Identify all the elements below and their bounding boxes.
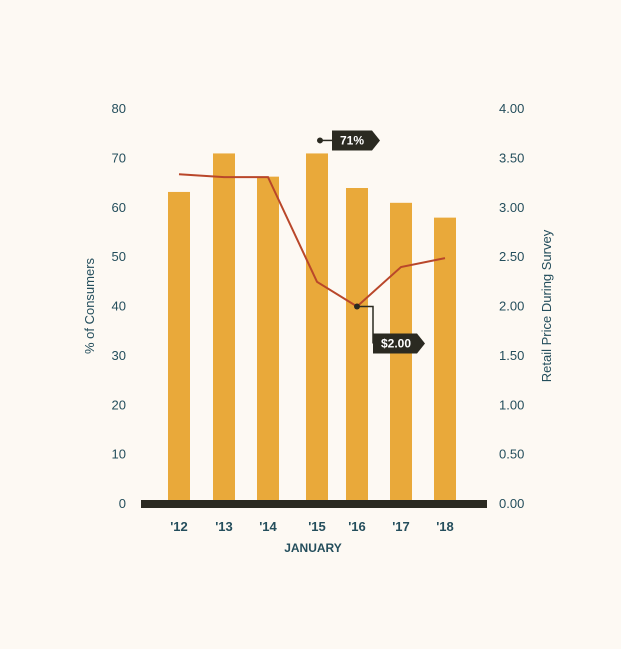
bar-series (168, 153, 456, 501)
right-tick-label: 0.50 (499, 447, 524, 462)
x-tick-label: '15 (308, 519, 326, 534)
right-tick-label: 0.00 (499, 496, 524, 511)
left-tick-label: 0 (119, 496, 126, 511)
right-tick-label: 2.50 (499, 249, 524, 264)
callout-label: $2.00 (381, 337, 411, 351)
left-tick-label: 60 (112, 200, 126, 215)
callouts: 71% $2.00 (317, 130, 425, 354)
right-tick-label: 4.00 (499, 101, 524, 116)
x-tick-label: '16 (348, 519, 366, 534)
right-axis-title: Retail Price During Survey (539, 229, 554, 382)
x-tick-label: '14 (259, 519, 277, 534)
left-tick-label: 30 (112, 348, 126, 363)
bar (213, 153, 235, 500)
x-tick-label: '18 (436, 519, 454, 534)
left-tick-label: 70 (112, 150, 126, 165)
right-axis-ticks: 0.00 0.50 1.00 1.50 2.00 2.50 3.00 3.50 4.00 (499, 101, 524, 511)
right-tick-label: 1.50 (499, 348, 524, 363)
right-tick-label: 3.50 (499, 150, 524, 165)
left-tick-label: 80 (112, 101, 126, 116)
x-tick-label: '13 (215, 519, 233, 534)
bar (346, 188, 368, 500)
line-series (178, 173, 446, 308)
x-axis-baseline (141, 500, 487, 508)
right-tick-label: 1.00 (499, 397, 524, 412)
price-line (178, 173, 446, 308)
left-tick-label: 40 (112, 299, 126, 314)
x-axis-ticks: '12 '13 '14 '15 '16 '17 '18 (170, 519, 454, 534)
callout-leader (357, 305, 374, 344)
right-tick-label: 2.00 (499, 299, 524, 314)
x-tick-label: '12 (170, 519, 188, 534)
callout-tag (332, 130, 380, 151)
bar (434, 217, 456, 500)
left-axis-title: % of Consumers (82, 257, 97, 354)
left-tick-label: 20 (112, 397, 126, 412)
right-tick-label: 3.00 (499, 200, 524, 215)
callout-tag (373, 333, 425, 354)
x-axis-title: JANUARY (284, 541, 342, 555)
bar (257, 176, 279, 501)
bar (306, 153, 328, 500)
left-axis-ticks: 0 10 20 30 40 50 60 70 80 (112, 101, 126, 511)
callout-label: 71% (340, 133, 364, 147)
x-tick-label: '17 (392, 519, 410, 534)
left-tick-label: 10 (112, 447, 126, 462)
bar (168, 191, 190, 500)
left-tick-label: 50 (112, 249, 126, 264)
